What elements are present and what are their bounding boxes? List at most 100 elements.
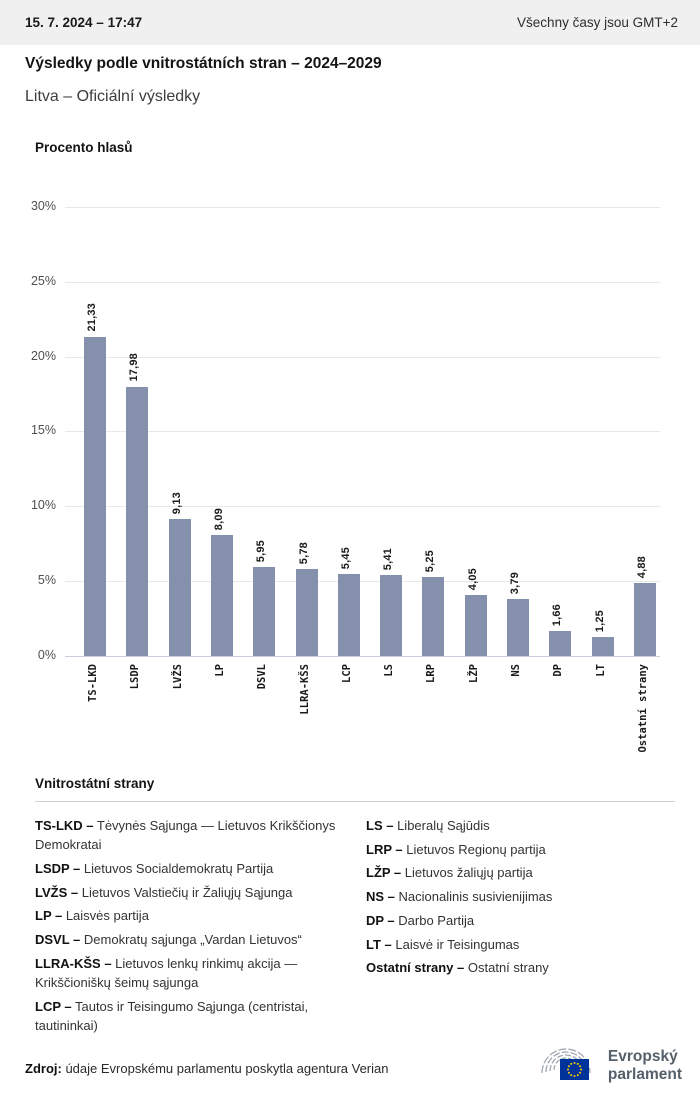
chart-axis-title: Procento hlasů: [35, 140, 133, 155]
legend-entry: LCP – Tautos ir Teisingumo Sąjunga (cent…: [35, 997, 344, 1035]
party-abbreviation: LRP –: [366, 841, 403, 857]
bar-value-label: 5,45: [339, 547, 352, 570]
legend-entry: NS – Nacionalinis susivienijimas: [366, 887, 675, 906]
party-name: Nacionalinis susivienijimas: [394, 889, 553, 905]
source-note: Zdroj: údaje Evropskému parlamentu posky…: [25, 1061, 388, 1076]
bar-value-label: 1,66: [551, 603, 564, 627]
bar-LLRA-KŠS[interactable]: [295, 569, 318, 656]
header-datetime: 15. 7. 2024 – 17:47: [25, 15, 143, 30]
legend-title: Vnitrostátní strany: [35, 776, 155, 791]
bar-DSVL[interactable]: [253, 566, 276, 656]
bar-DP[interactable]: [549, 631, 572, 656]
party-abbreviation: LCP –: [35, 998, 72, 1014]
party-name: Tėvynės Sąjunga — Lietuvos Krikščionys D…: [35, 818, 336, 853]
y-axis-tick: 15%: [30, 423, 56, 438]
gridline: [65, 207, 660, 208]
party-legend: Vnitrostátní strany TS-LKD – Tėvynės Sąj…: [35, 776, 675, 1040]
legend-entry: LŽP – Lietuvos žaliųjų partija: [366, 863, 675, 882]
hemicycle-eu-flag-icon: [541, 1048, 591, 1080]
bar-NS[interactable]: [507, 599, 530, 656]
party-abbreviation: LSDP –: [35, 860, 81, 876]
x-axis-label: DSVL: [256, 664, 269, 690]
bar-chart: 30% 25% 20% 15% 10% 5% 0% 21,33 TS-LKD 17,98 LSDP 9…: [0, 195, 700, 770]
legend-entry: LLRA-KŠS – Lietuvos lenkų rinkimų akcija…: [35, 954, 344, 992]
party-abbreviation: LLRA-KŠS –: [35, 955, 112, 971]
legend-entry: DP – Darbo Partija: [366, 911, 675, 930]
party-abbreviation: Ostatní strany –: [366, 960, 465, 976]
party-name: Lietuvos Valstiečių ir Žaliųjų Sąjunga: [78, 884, 293, 900]
x-axis-label: LŽP: [467, 664, 480, 683]
bar-value-label: 1,25: [593, 610, 606, 633]
party-abbreviation: DP –: [366, 912, 395, 928]
legend-entry: LSDP – Lietuvos Socialdemokratų Partija: [35, 859, 344, 878]
bar-value-label: 5,41: [382, 547, 395, 571]
legend-entry: LS – Liberalų Sąjūdis: [366, 816, 675, 835]
party-name: Darbo Partija: [394, 912, 475, 928]
party-name: Lietuvos Socialdemokratų Partija: [80, 860, 274, 876]
y-axis-tick: 10%: [30, 498, 56, 513]
x-axis-label: Ostatní strany: [637, 664, 650, 753]
party-name: Lietuvos Regionų partija: [402, 841, 546, 857]
header-timezone-note: Všechny časy jsou GMT+2: [517, 15, 678, 30]
x-axis-label: NS: [510, 664, 523, 677]
bar-value-label: 4,05: [466, 568, 479, 591]
bar-TS-LKD[interactable]: [84, 336, 106, 656]
header-bar: 15. 7. 2024 – 17:47 Všechny časy jsou GM…: [0, 0, 700, 45]
party-abbreviation: LVŽS –: [35, 884, 79, 900]
european-parliament-logo: Evropský parlament: [534, 1040, 682, 1092]
bar-value-label: 4,88: [636, 555, 649, 578]
y-axis-tick: 30%: [30, 199, 56, 213]
x-axis-label: LS: [383, 664, 396, 677]
party-name: Lietuvos žaliųjų partija: [401, 865, 533, 881]
x-axis-label: DP: [552, 664, 565, 677]
party-abbreviation: LP –: [35, 908, 63, 924]
legend-entry: LT – Laisvė ir Teisingumas: [366, 935, 675, 954]
bar-value-label: 8,09: [212, 507, 225, 530]
bar-LŽP[interactable]: [464, 595, 487, 656]
gridline: [65, 356, 660, 358]
x-axis-label: LLRA-KŠS: [298, 664, 311, 715]
legend-divider: [35, 801, 675, 802]
bar-LP[interactable]: [210, 534, 233, 656]
bar-value-label: 9,13: [170, 492, 183, 515]
bar-value-label: 3,79: [509, 572, 522, 595]
x-axis-label: TS-LKD: [87, 664, 99, 702]
legend-entry: Ostatní strany – Ostatní strany: [366, 958, 675, 977]
bar-LS[interactable]: [380, 575, 403, 656]
party-name: Laisvės partija: [62, 908, 149, 924]
source-text: údaje Evropskému parlamentu poskytla age…: [65, 1061, 389, 1076]
x-axis-label: LT: [594, 664, 607, 677]
legend-entry: DSVL – Demokratų sąjunga „Vardan Lietuvo…: [35, 930, 344, 949]
bar-LVŽS[interactable]: [168, 519, 191, 656]
party-abbreviation: LS –: [366, 818, 394, 833]
source-label: Zdroj:: [25, 1061, 62, 1076]
party-name: Laisvė ir Teisingumas: [391, 936, 520, 952]
page-title: Výsledky podle vnitrostátních stran – 20…: [25, 55, 382, 72]
bar-value-label: 5,25: [424, 550, 437, 573]
gridline: [65, 431, 660, 433]
bar-LRP[interactable]: [422, 577, 445, 656]
bar-value-label: 5,95: [255, 539, 268, 562]
bar-LSDP[interactable]: [126, 386, 149, 656]
bar-LCP[interactable]: [337, 574, 360, 656]
party-abbreviation: TS-LKD –: [35, 818, 94, 833]
legend-entry: LP – Laisvės partija: [35, 906, 344, 925]
party-abbreviation: DSVL –: [35, 932, 81, 948]
legend-left-column: TS-LKD – Tėvynės Sąjunga — Lietuvos Krik…: [35, 816, 344, 1040]
gridline: [65, 281, 660, 283]
bar-Ostatní strany[interactable]: [634, 582, 657, 656]
bar-value-label: 17,98: [128, 353, 141, 382]
y-axis-tick: 20%: [30, 348, 56, 363]
party-name: Liberalų Sąjūdis: [393, 818, 490, 833]
x-axis-label: LCP: [340, 664, 353, 683]
gridline: [65, 655, 660, 657]
x-axis-label: LRP: [425, 664, 438, 683]
y-axis-tick: 0%: [37, 647, 56, 662]
x-axis-label: LSDP: [129, 664, 142, 690]
legend-entry: LVŽS – Lietuvos Valstiečių ir Žaliųjų Są…: [35, 883, 344, 902]
party-name: Lietuvos lenkų rinkimų akcija — Krikščio…: [35, 955, 298, 991]
x-axis-label: LVŽS: [171, 664, 184, 690]
bar-LT[interactable]: [591, 637, 614, 656]
gridline: [65, 506, 660, 508]
page-subtitle: Litva – Oficiální výsledky: [25, 88, 201, 105]
